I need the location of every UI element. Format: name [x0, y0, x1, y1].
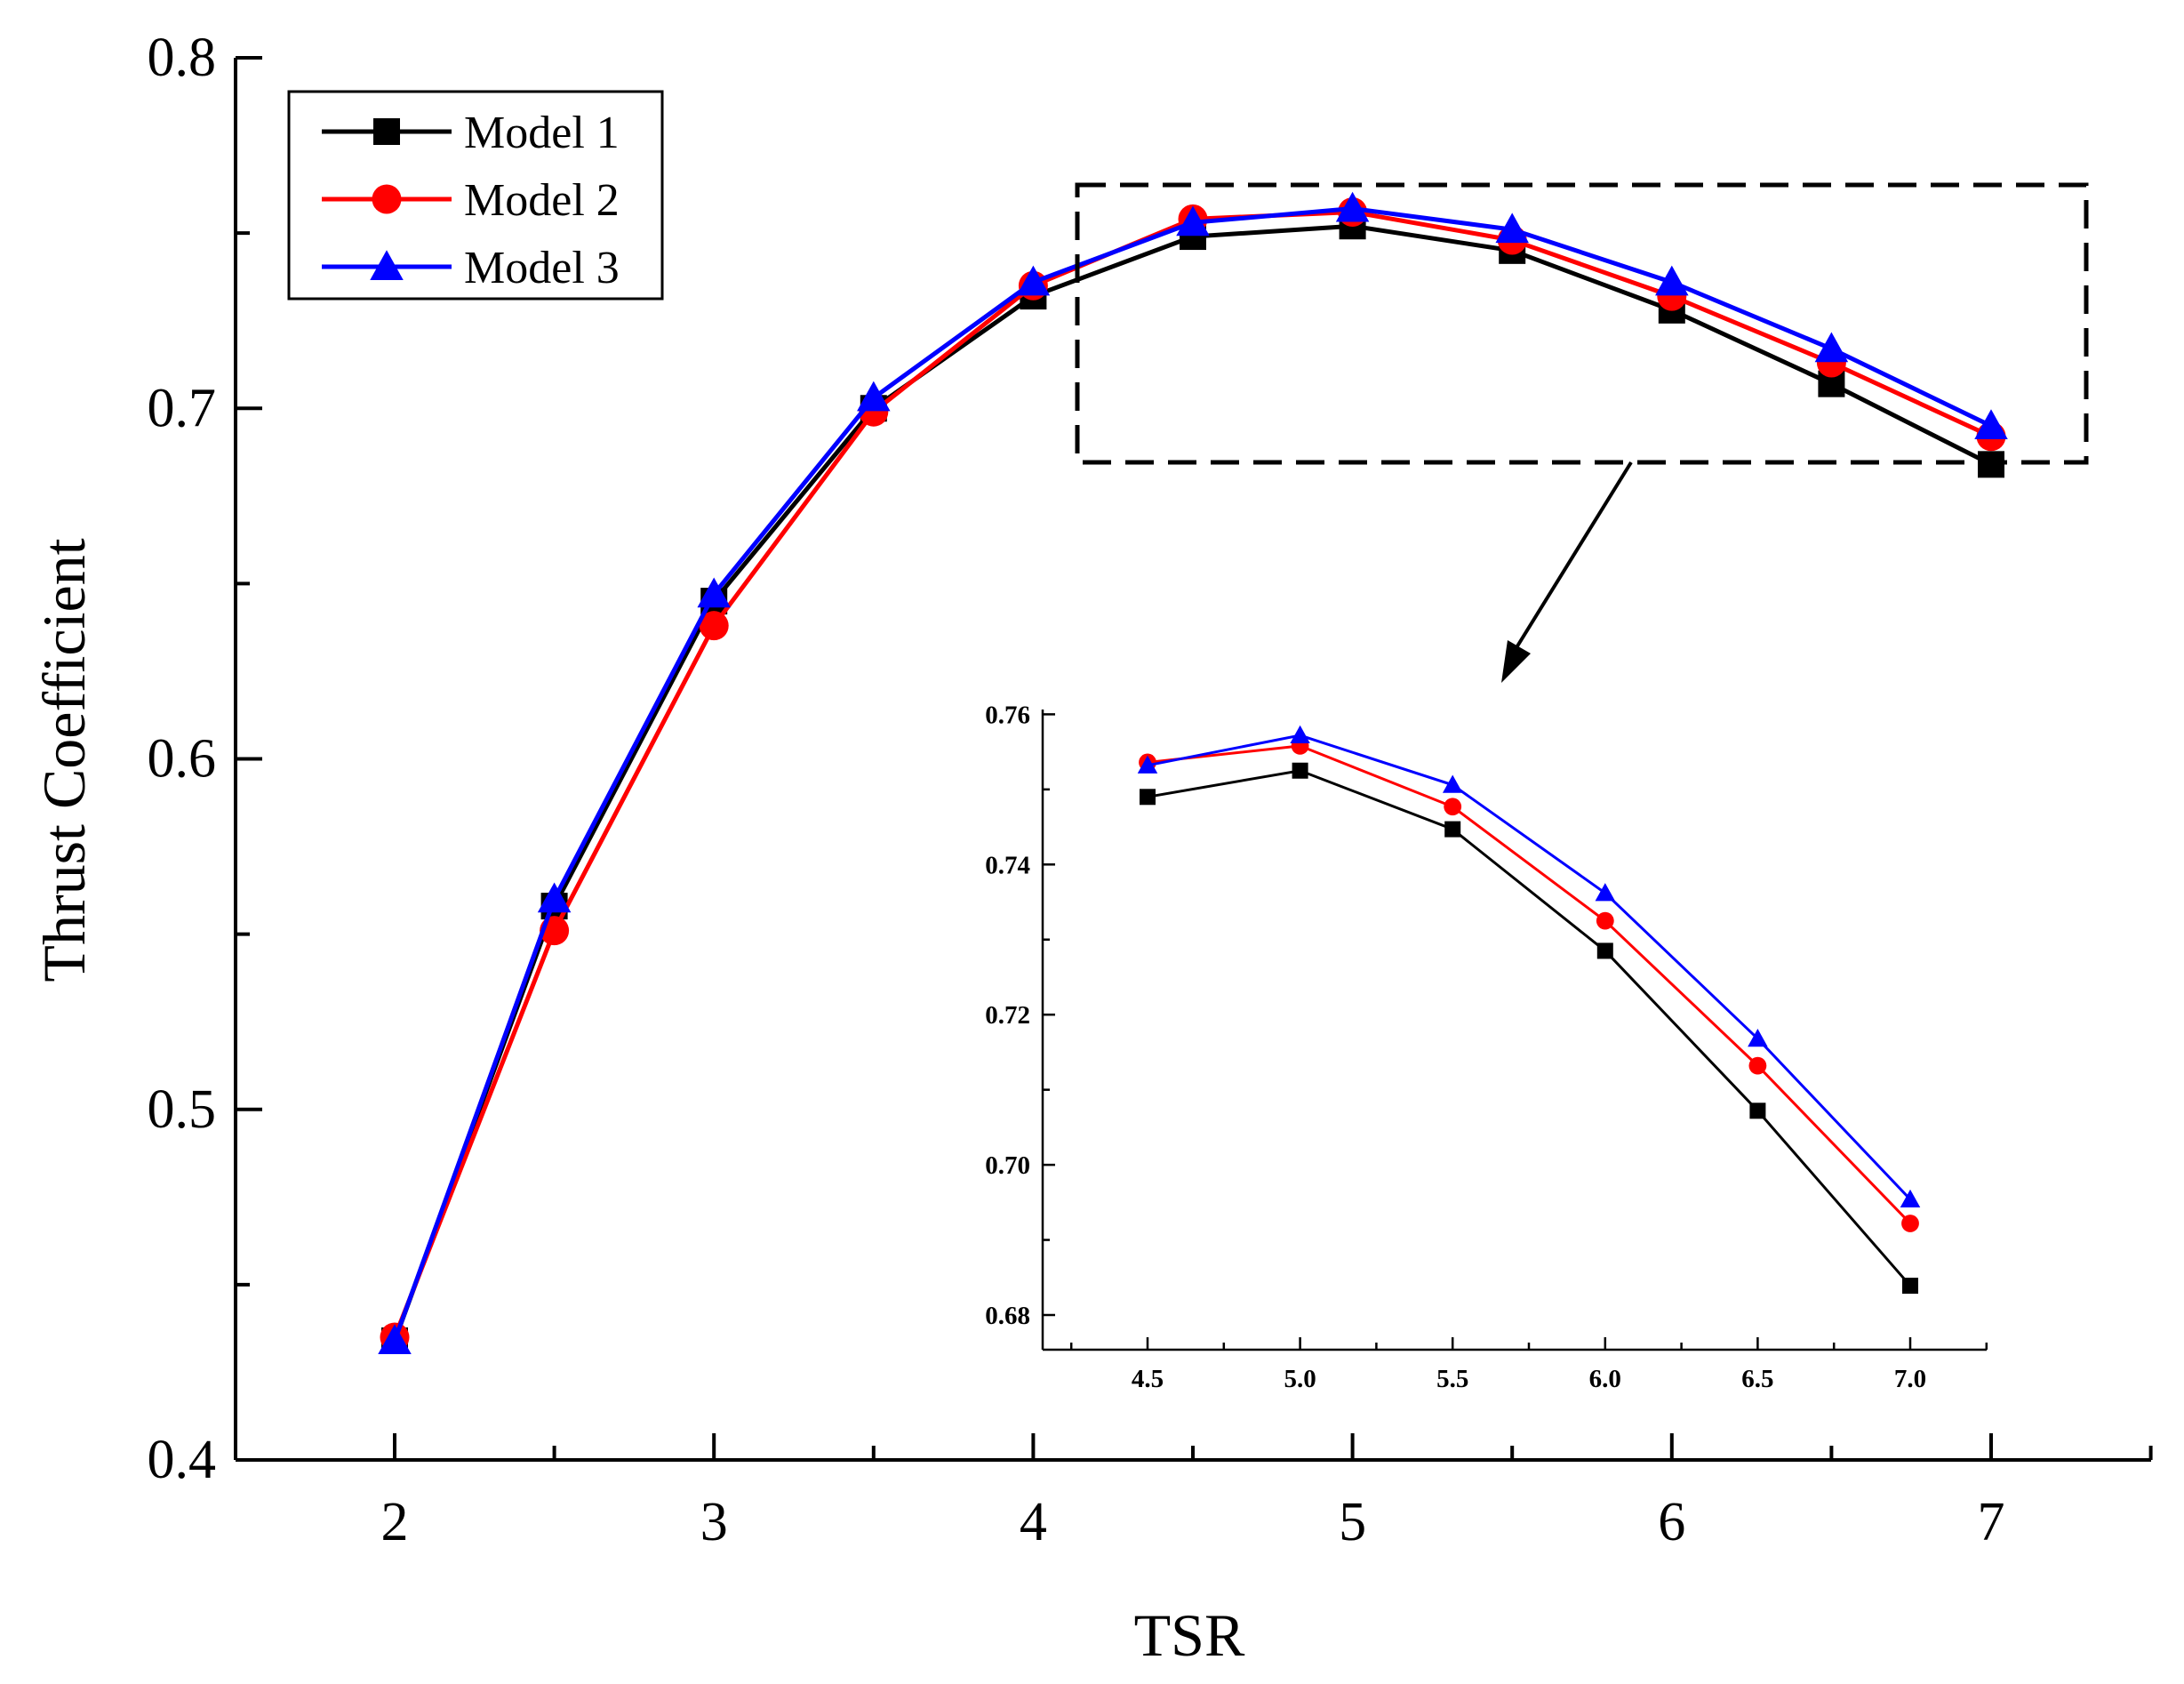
data-point — [857, 381, 891, 412]
legend-marker — [370, 250, 404, 280]
arrow-shaft — [1514, 461, 1633, 651]
inset-x-tick-label: 5.0 — [1284, 1365, 1316, 1393]
inset-y-tick-label: 0.72 — [985, 1001, 1030, 1030]
zoom-highlight-box — [1075, 182, 2089, 683]
inset-data-point — [1292, 762, 1308, 779]
inset-data-point — [1748, 1056, 1767, 1075]
legend: Model 1 Model 2 Model 3 — [287, 90, 664, 301]
inset-data-point — [1902, 1278, 1918, 1295]
inset-data-point — [1596, 942, 1613, 959]
inset-data-point — [1596, 911, 1614, 930]
inset-series-line — [1147, 744, 1912, 1225]
data-point — [1335, 191, 1370, 222]
inset-x-tick-label: 4.5 — [1132, 1365, 1164, 1393]
main-plot: 0.4 0.5 0.6 0.7 0.8 2 3 4 5 6 7 TSR Thrust Coefficie… — [30, 28, 2153, 1669]
inset-data-point — [1900, 1189, 1921, 1207]
inset-y-tick-label: 0.68 — [985, 1302, 1030, 1330]
inset-data-point — [1140, 789, 1156, 806]
data-point — [1974, 409, 2008, 439]
legend-label: Model 2 — [464, 175, 620, 226]
inset-data-point — [1290, 725, 1310, 744]
inset-y-tick-label: 0.74 — [985, 851, 1030, 879]
data-point — [1814, 332, 1849, 363]
legend-label: Model 1 — [464, 108, 620, 158]
x-axis-title: TSR — [1134, 1601, 1245, 1669]
x-tick-label: 6 — [1658, 1492, 1685, 1552]
inset-x-tick-label: 7.0 — [1894, 1365, 1926, 1393]
dashed-rectangle — [1075, 182, 2089, 465]
y-tick-label: 0.7 — [148, 378, 217, 438]
legend-box — [287, 90, 664, 301]
x-tick-label: 3 — [700, 1492, 728, 1552]
inset-data-point — [1444, 821, 1461, 838]
y-tick-label: 0.8 — [148, 28, 217, 88]
y-tick-label: 0.6 — [148, 729, 217, 790]
legend-item: Model 3 — [322, 243, 620, 293]
data-point — [699, 611, 729, 641]
inset-y-tick-label: 0.70 — [985, 1151, 1030, 1180]
legend-marker — [373, 118, 400, 145]
data-point — [1655, 265, 1689, 296]
inset-data-point — [1748, 1028, 1768, 1047]
legend-label: Model 3 — [464, 243, 620, 293]
inset-x-tick-label: 6.0 — [1589, 1365, 1621, 1393]
x-tick-label: 4 — [1020, 1492, 1047, 1552]
x-tick-label: 5 — [1339, 1492, 1366, 1552]
inset-data-point — [1137, 755, 1158, 774]
inset-x-tick-label: 6.5 — [1741, 1365, 1773, 1393]
legend-item: Model 1 — [322, 108, 620, 158]
y-tick-label: 0.5 — [148, 1079, 217, 1140]
inset-data-point — [1595, 883, 1616, 902]
y-axis-title: Thrust Coefficient — [30, 538, 98, 982]
inset-background — [1043, 710, 1987, 1350]
data-point — [1016, 265, 1051, 296]
inset-y-tick-label: 0.76 — [985, 701, 1030, 729]
inset-series-model-1 — [1140, 762, 1918, 1295]
legend-item: Model 2 — [322, 175, 620, 226]
data-point — [1176, 205, 1210, 237]
legend-marker — [372, 184, 402, 214]
x-tick-label: 7 — [1978, 1492, 2005, 1552]
inset-series-line — [1147, 769, 1912, 1287]
data-point — [378, 1324, 412, 1354]
data-point — [1495, 213, 1529, 244]
inset-data-point — [1901, 1215, 1919, 1232]
x-tick-label: 2 — [381, 1492, 409, 1552]
inset-data-point — [1442, 774, 1463, 793]
y-tick-label: 0.4 — [148, 1430, 217, 1490]
inset-data-point — [1444, 798, 1462, 816]
inset-plot: 0.68 0.70 0.72 0.74 0.76 4.5 5.0 5.5 6.0 6.5 7.0 — [985, 701, 1988, 1393]
arrow-head — [1501, 640, 1531, 683]
series-model-3 — [378, 191, 2008, 1354]
data-point — [537, 882, 572, 913]
inset-series-line — [1147, 734, 1912, 1200]
inset-data-point — [1749, 1103, 1766, 1119]
inset-x-tick-label: 5.5 — [1436, 1365, 1468, 1393]
data-point — [697, 577, 731, 608]
inset-series-model-3 — [1137, 725, 1921, 1207]
